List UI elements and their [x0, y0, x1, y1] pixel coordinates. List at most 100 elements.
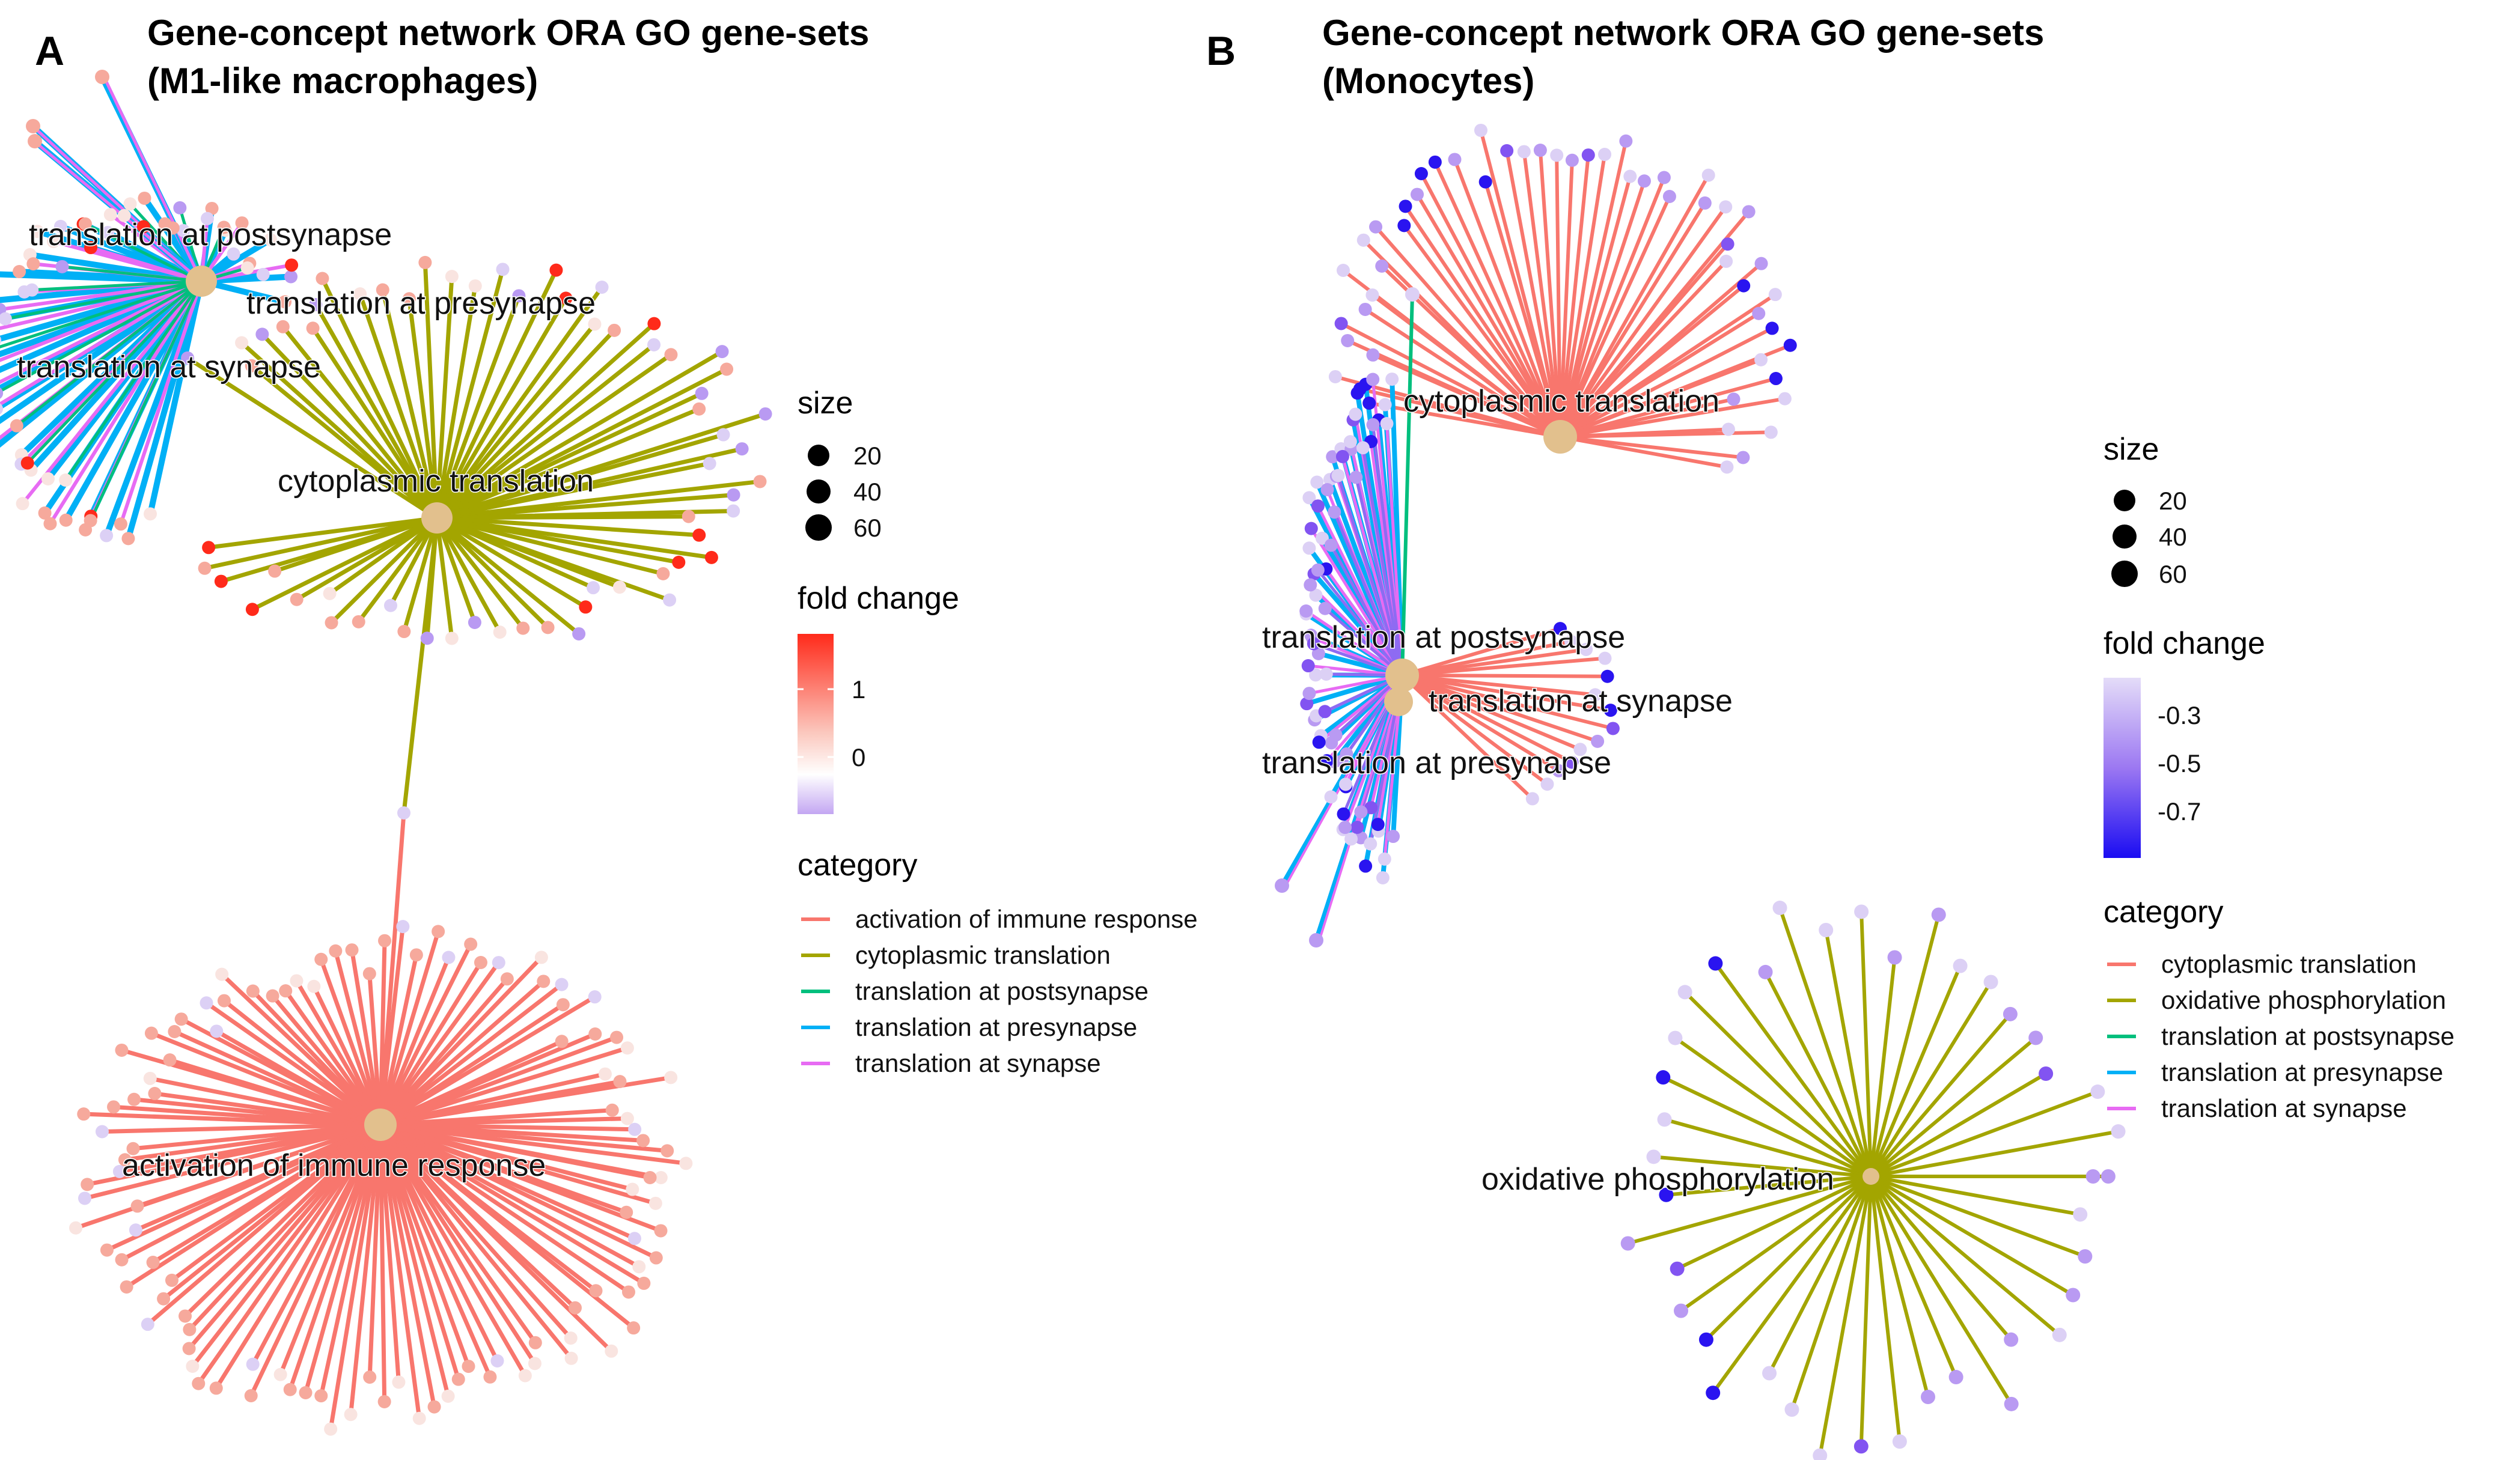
immune-a-gene-node	[130, 1199, 144, 1213]
postsynapse-b-gene-node	[1307, 637, 1320, 651]
legend-b-size-dot-small	[2114, 490, 2135, 511]
immune-a-edge	[378, 1122, 499, 1363]
immune-a-gene-node	[112, 1164, 126, 1178]
cytoplasmic-a-gene-node	[290, 592, 304, 606]
oxphos-b-edge	[1778, 906, 1873, 1178]
cytoplasmic-b-edge	[1367, 401, 1562, 439]
legend-a-size-20: 20	[853, 442, 882, 470]
immune-a-edge	[283, 988, 383, 1127]
oxphos-b-gene-node	[2004, 1332, 2019, 1347]
cytoplasmic-a-gene-node	[418, 255, 432, 269]
label-b-cytoplasmic: cytoplasmic translation	[1403, 384, 1719, 419]
cytoplasmic-a-gene-node	[376, 283, 389, 297]
immune-a-gene-node	[100, 1243, 114, 1257]
cytoplasmic-b-edge	[1346, 338, 1562, 439]
immune-a-gene-node	[451, 1372, 465, 1386]
cytoplasmic-a-edge	[329, 516, 439, 625]
immune-a-edge	[319, 1122, 383, 1398]
immune-a-edge	[169, 1122, 383, 1283]
immune-a-gene-node	[183, 1322, 197, 1336]
synapse-b-gene-node	[1338, 777, 1352, 791]
cytoplasmic-a-gene-node	[587, 581, 600, 595]
cytoplasmic-a-gene-node	[727, 488, 740, 502]
synapse-b-gene-node	[1320, 482, 1334, 496]
cytoplasmic-b-gene-node	[1701, 168, 1715, 182]
immune-a-gene-node	[636, 1134, 650, 1148]
postsynapse-a-gene-node	[217, 221, 231, 234]
immune-a-gene-node	[363, 1370, 377, 1384]
immune-a-edge	[367, 1122, 383, 1379]
presynapse-a-gene-node	[177, 224, 191, 237]
presynapse-b-gene-node	[1302, 491, 1316, 505]
immune-a-gene-node	[462, 1360, 475, 1373]
immune-a-gene-node	[537, 975, 551, 988]
immune-a-gene-node	[555, 978, 569, 991]
cytoplasmic-link-b-edge	[1400, 674, 1609, 678]
cytoplasmic-a-gene-node	[420, 631, 434, 645]
immune-a-edge	[168, 1057, 383, 1127]
immune-a-edge	[378, 982, 564, 1127]
immune-a-gene-node	[605, 1103, 619, 1117]
immune-a-gene-node	[588, 1027, 602, 1041]
immune-a-gene-node	[115, 1043, 129, 1057]
immune-a-gene-node	[643, 1171, 657, 1184]
presynapse-a-gene-node	[227, 247, 240, 261]
cytoplasmic-a-edge	[435, 516, 596, 590]
cytoplasmic-a-gene-node	[647, 338, 661, 351]
oxphos-b-gene-node	[2066, 1288, 2081, 1303]
oxphos-b-edge	[1763, 970, 1873, 1178]
immune-a-gene-node	[81, 1178, 94, 1191]
cytoplasmic-a-edge	[435, 516, 665, 576]
immune-a-gene-node	[627, 1232, 641, 1246]
legend-a-size-dot-small	[808, 445, 829, 466]
synapse-b-gene-node	[1299, 604, 1313, 618]
legend-a-fold-title: fold change	[798, 581, 959, 616]
immune-a-gene-node	[115, 1253, 129, 1267]
postsynapse-a-edge	[15, 279, 203, 428]
legend-a-size-40: 40	[853, 478, 882, 506]
immune-a-gene-node	[146, 1256, 160, 1270]
immune-a-edge	[249, 1122, 383, 1398]
cytoplasmic-b-gene-node	[1414, 166, 1428, 180]
oxphos-b-gene-node	[1772, 901, 1787, 916]
immune-a-edge	[378, 1122, 471, 1369]
synapse-a-edge	[118, 279, 203, 526]
immune-a-edge	[378, 955, 544, 1127]
synapse-b-gene-node	[1312, 735, 1326, 749]
immune-a-edge	[378, 1122, 401, 1384]
immune-a-edge	[304, 1122, 383, 1395]
presynapse-a-gene-node	[31, 225, 44, 239]
synapse-a-gene-node	[235, 216, 249, 230]
cytoplasmic-b-edge	[1558, 158, 1574, 439]
cytoplasmic-a-edge	[435, 516, 502, 634]
immune-a-gene-node	[345, 943, 359, 957]
postsynapse-b-gene-node	[1311, 563, 1325, 577]
cytoplasmic-link-b-gene-node	[1573, 743, 1587, 756]
presynapse-a-gene-node	[38, 506, 52, 520]
cytoplasmic-a-gene-node	[608, 323, 621, 337]
cytoplasmic-a-edge	[435, 516, 551, 630]
cytoplasmic-b-gene-node	[1736, 451, 1750, 464]
immune-a-gene-node	[290, 974, 304, 988]
presynapse-a-gene-node	[144, 507, 157, 521]
oxphos-b-gene-node	[1698, 1332, 1713, 1347]
oxphos-b-edge	[1768, 1175, 1873, 1375]
postsynapse-b-edge	[1371, 423, 1404, 677]
cytoplasmic-a-gene-node	[541, 621, 555, 634]
cytoplasmic-a-edge	[435, 285, 605, 520]
presynapse-a-gene-node	[121, 532, 135, 546]
cytoplasmic-b-gene-node	[1356, 233, 1370, 247]
synapse-b-gene-node	[1366, 373, 1380, 386]
presynapse-a-gene-node	[278, 295, 292, 309]
cytoplasmic-b-gene-node	[1397, 219, 1411, 233]
presynapse-a-gene-node	[100, 529, 114, 543]
immune-a-edge	[378, 1122, 537, 1366]
immune-a-edge	[251, 1122, 383, 1367]
cytoplasmic-b-edge	[1558, 427, 1730, 439]
immune-a-gene-node	[564, 1351, 578, 1365]
postsynapse-a-edge	[0, 279, 203, 348]
cytoplasmic-b-edge	[1558, 153, 1590, 439]
immune-a-edge	[214, 1029, 383, 1127]
immune-a-gene-node	[528, 1357, 542, 1370]
cytoplasmic-a-gene-node	[612, 580, 626, 594]
